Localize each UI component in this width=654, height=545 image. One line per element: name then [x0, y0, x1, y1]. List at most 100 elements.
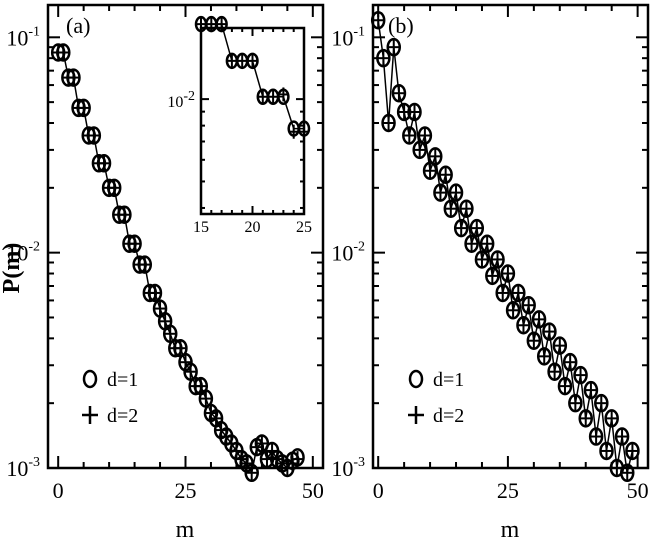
- data-point-plus: [621, 464, 634, 481]
- panel-b-frame: [371, 3, 650, 470]
- data-point-plus: [424, 162, 437, 179]
- data-point-plus: [245, 464, 258, 481]
- panel-a-legend: d=1 d=2: [82, 369, 138, 427]
- data-point-plus: [159, 313, 172, 330]
- data-point-plus: [154, 300, 167, 317]
- data-point-plus: [434, 184, 447, 201]
- data-point-plus: [98, 155, 111, 172]
- data-point-plus: [210, 410, 223, 427]
- data-point-plus: [455, 220, 468, 237]
- y-tick-label: 10-3: [331, 455, 365, 481]
- data-point-plus: [299, 124, 309, 139]
- legend-a-label-2: d=2: [107, 405, 138, 427]
- data-point-plus: [558, 378, 571, 395]
- legend-b-circle-marker: [408, 369, 424, 389]
- panel-b-series: [370, 11, 640, 483]
- data-point-plus: [196, 17, 206, 32]
- panel-b-x-ticks: 0 25 50: [373, 5, 649, 503]
- data-point-plus: [118, 206, 131, 223]
- data-point-plus: [87, 127, 100, 144]
- data-point-plus: [439, 166, 452, 183]
- y-tick-label: 10-3: [6, 455, 40, 481]
- data-point-plus: [291, 451, 304, 468]
- data-point-plus: [387, 39, 400, 56]
- data-point-plus: [148, 284, 161, 301]
- x-tick-label: 20: [245, 219, 261, 236]
- data-point-plus: [206, 17, 217, 32]
- data-point-plus: [595, 395, 608, 412]
- x-tick-label: 50: [302, 478, 324, 503]
- data-point-plus: [590, 428, 603, 445]
- data-point-plus: [418, 127, 431, 144]
- data-point-plus: [67, 69, 80, 86]
- data-point-plus: [584, 382, 597, 399]
- panel-b: (b) 10-1 10-2 10-3 0 25 50 m d=1 d=2: [331, 3, 650, 543]
- data-point-plus: [408, 103, 421, 120]
- x-tick-label: 25: [497, 478, 519, 503]
- data-point-plus: [527, 332, 540, 349]
- data-point-plus: [533, 311, 546, 328]
- data-point-plus: [278, 87, 289, 102]
- x-tick-label: 25: [296, 219, 312, 236]
- data-point-plus: [255, 435, 268, 452]
- data-point-plus: [548, 363, 561, 380]
- data-point-plus: [517, 317, 530, 334]
- data-point-plus: [260, 451, 273, 468]
- data-point-plus: [215, 422, 228, 439]
- data-point-plus: [257, 89, 268, 104]
- data-point-plus: [194, 378, 207, 395]
- data-point-plus: [501, 265, 514, 282]
- legend-b-label-2: d=2: [433, 405, 464, 427]
- data-point-plus: [543, 323, 556, 340]
- panel-b-label: (b): [388, 13, 414, 38]
- data-point-plus: [491, 251, 504, 268]
- data-point-plus: [77, 99, 90, 116]
- data-point-plus: [225, 435, 238, 452]
- panel-b-x-axis-title: m: [501, 517, 520, 543]
- data-point-plus: [247, 53, 258, 68]
- data-point-plus: [268, 89, 279, 104]
- inset-x-ticks: 15 20 25: [193, 28, 312, 236]
- x-tick-label: 50: [627, 478, 649, 503]
- y-tick-label: 10-1: [6, 24, 40, 50]
- y-tick-label: 10-1: [331, 24, 365, 50]
- data-point-plus: [600, 442, 613, 459]
- data-point-plus: [288, 124, 299, 139]
- data-point-plus: [564, 354, 577, 371]
- data-point-plus: [138, 256, 151, 273]
- legend-b-plus-marker: [408, 406, 424, 424]
- data-point-plus: [465, 235, 478, 252]
- panel-a-inset: 10-2 15 20 25: [167, 15, 312, 236]
- data-point-plus: [569, 395, 582, 412]
- data-point-plus: [164, 325, 177, 342]
- data-point-plus: [230, 442, 243, 459]
- panel-a-label: (a): [66, 13, 90, 38]
- data-point-plus: [429, 148, 442, 165]
- data-point-plus: [610, 460, 623, 476]
- legend-a-circle-marker: [82, 369, 98, 389]
- data-point-plus: [538, 348, 551, 365]
- data-point-plus: [522, 297, 535, 314]
- x-tick-label: 0: [53, 478, 64, 503]
- data-point-plus: [237, 53, 248, 68]
- data-point-plus: [450, 184, 463, 201]
- data-point-plus: [382, 114, 395, 131]
- y-tick-label: 10-2: [6, 240, 40, 266]
- data-point-plus: [199, 390, 212, 407]
- data-point-plus: [398, 103, 411, 120]
- y-axis-title: P(m): [0, 243, 25, 294]
- panel-b-y-ticks: 10-1 10-2 10-3: [331, 24, 648, 481]
- legend-a-plus-marker: [82, 406, 98, 424]
- data-point-plus: [179, 354, 192, 371]
- data-point-plus: [184, 363, 197, 380]
- data-point-plus: [579, 410, 592, 427]
- data-point-plus: [470, 220, 483, 237]
- data-point-plus: [220, 428, 233, 445]
- y-tick-label: 10-2: [331, 240, 365, 266]
- legend-a-label-1: d=1: [107, 369, 138, 391]
- data-point-plus: [481, 235, 494, 252]
- data-point-plus: [226, 53, 237, 68]
- data-point-plus: [266, 442, 279, 459]
- data-point-plus: [403, 127, 416, 144]
- legend-b-label-1: d=1: [433, 369, 464, 391]
